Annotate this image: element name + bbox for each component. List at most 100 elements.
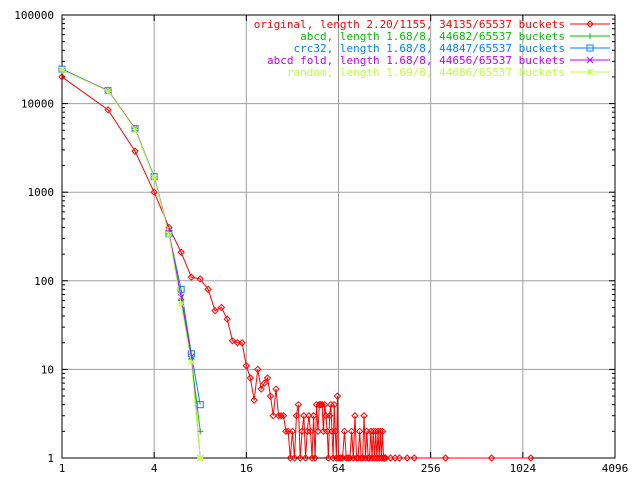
data-point bbox=[257, 385, 265, 393]
data-point bbox=[277, 412, 285, 420]
data-point bbox=[314, 427, 322, 436]
data-point bbox=[296, 454, 304, 462]
data-point bbox=[331, 427, 340, 436]
data-point bbox=[211, 306, 219, 315]
x-tick-label: 1024 bbox=[510, 462, 537, 475]
data-point bbox=[441, 454, 450, 462]
data-point bbox=[381, 454, 390, 462]
data-point bbox=[410, 454, 418, 462]
data-point bbox=[188, 353, 195, 360]
y-tick-label: 1000 bbox=[28, 186, 55, 199]
y-tick-label: 10000 bbox=[21, 98, 54, 111]
data-point bbox=[323, 427, 331, 436]
x-tick-label: 4096 bbox=[602, 462, 629, 475]
data-point bbox=[266, 392, 275, 400]
data-point bbox=[274, 412, 283, 420]
tick-labels: 1 4 16 64 256 1024 4096 1 10 100 1000 10000 100000 bbox=[14, 9, 628, 475]
data-point bbox=[368, 454, 376, 462]
x-tick-label: 64 bbox=[332, 462, 346, 475]
x-tick-label: 16 bbox=[240, 462, 253, 475]
data-point bbox=[301, 454, 310, 462]
data-point bbox=[403, 454, 411, 462]
data-point bbox=[242, 362, 251, 370]
data-point bbox=[269, 412, 277, 420]
legend-marker bbox=[587, 33, 593, 39]
data-point bbox=[187, 273, 196, 281]
data-point bbox=[347, 427, 356, 436]
data-point bbox=[360, 412, 368, 420]
data-point bbox=[228, 337, 237, 345]
data-point bbox=[150, 174, 158, 182]
data-point bbox=[260, 379, 269, 387]
legend: original, length 2.20/1155, 34135/65537 … bbox=[254, 18, 610, 79]
data-point bbox=[223, 315, 231, 323]
series-4 bbox=[58, 66, 204, 462]
legend-label: abcd fold, length 1.68/8, 44656/65537 bu… bbox=[267, 54, 565, 67]
data-point bbox=[238, 339, 246, 347]
data-point bbox=[104, 87, 112, 95]
data-point bbox=[351, 412, 359, 420]
data-point bbox=[344, 454, 352, 462]
data-point bbox=[325, 412, 334, 420]
data-point bbox=[254, 365, 262, 374]
data-point bbox=[196, 275, 204, 283]
data-point bbox=[104, 106, 112, 114]
data-point bbox=[303, 427, 311, 436]
data-point bbox=[369, 427, 377, 436]
y-tick-label: 1 bbox=[47, 452, 54, 465]
data-point bbox=[165, 231, 173, 239]
data-point bbox=[315, 400, 324, 409]
x-tick-label: 1 bbox=[59, 462, 66, 475]
data-point bbox=[282, 427, 290, 436]
data-point bbox=[318, 400, 326, 409]
data-point bbox=[379, 454, 388, 462]
data-point bbox=[150, 188, 158, 196]
data-point bbox=[330, 400, 338, 409]
data-point bbox=[378, 427, 387, 436]
data-point bbox=[395, 454, 404, 462]
legend-marker bbox=[586, 68, 594, 76]
data-point bbox=[306, 427, 315, 436]
data-point bbox=[272, 385, 280, 393]
data-point bbox=[250, 396, 258, 404]
data-point bbox=[300, 412, 308, 420]
data-point bbox=[58, 66, 66, 74]
data-point bbox=[246, 374, 255, 382]
data-point bbox=[336, 454, 345, 462]
legend-label: random, length 1.69/8, 44686/65537 bucke… bbox=[287, 66, 565, 79]
legend-marker bbox=[586, 20, 594, 28]
data-point bbox=[177, 294, 185, 301]
y-tick-label: 10 bbox=[41, 363, 54, 376]
legend-label: abcd, length 1.68/8, 44682/65537 buckets bbox=[300, 30, 565, 43]
data-point bbox=[308, 454, 316, 462]
data-point bbox=[298, 427, 306, 436]
data-point bbox=[177, 248, 185, 256]
data-point bbox=[263, 374, 272, 382]
series-line bbox=[61, 69, 201, 459]
data-point bbox=[355, 427, 364, 436]
data-point bbox=[309, 412, 318, 420]
data-point bbox=[279, 412, 288, 420]
data-point bbox=[290, 454, 299, 462]
series-0 bbox=[58, 73, 535, 462]
data-point bbox=[217, 303, 226, 312]
data-point bbox=[131, 126, 139, 133]
data-point bbox=[177, 300, 185, 308]
data-point bbox=[196, 454, 204, 462]
y-tick-label: 100000 bbox=[14, 9, 54, 22]
data-point bbox=[311, 454, 319, 462]
y-tick-label: 100 bbox=[34, 275, 54, 288]
data-point bbox=[527, 454, 535, 462]
data-point bbox=[292, 412, 301, 420]
data-point bbox=[487, 454, 496, 462]
legend-label: crc32, length 1.68/8, 44847/65537 bucket… bbox=[293, 42, 565, 55]
data-point bbox=[349, 454, 358, 462]
data-point bbox=[131, 147, 139, 155]
data-point bbox=[340, 427, 349, 436]
data-point bbox=[365, 454, 374, 462]
legend-marker bbox=[586, 56, 594, 64]
data-point bbox=[367, 427, 375, 436]
x-tick-label: 256 bbox=[421, 462, 441, 475]
